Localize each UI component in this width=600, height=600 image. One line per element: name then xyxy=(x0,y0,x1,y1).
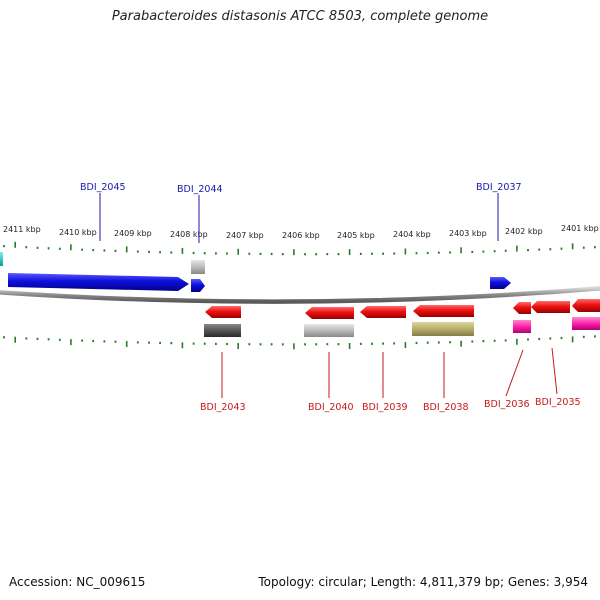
gene-bdi-2043-arrow[interactable] xyxy=(205,306,241,318)
tick-label: 2402 kbp xyxy=(505,227,543,236)
gene-label-bdi-2043[interactable]: BDI_2043 xyxy=(200,402,246,413)
feature-grey-rna[interactable] xyxy=(191,260,205,274)
tick-label: 2403 kbp xyxy=(449,229,487,238)
kbp-tick-labels: 2411 kbp 2410 kbp 2409 kbp 2408 kbp 2407… xyxy=(3,224,599,240)
gene-bdi-2038-arrow[interactable] xyxy=(413,305,474,317)
inner-tick-ring xyxy=(3,335,596,350)
feature-magenta-rna[interactable] xyxy=(513,320,531,333)
tick-label: 2405 kbp xyxy=(337,231,375,240)
feature-olive-rna[interactable] xyxy=(412,322,474,336)
tick-label: 2401 kbp xyxy=(561,224,599,233)
gene-next-arrow[interactable] xyxy=(572,299,600,312)
feature-grey-rna[interactable] xyxy=(304,324,354,337)
gene-bdi-2036-arrow[interactable] xyxy=(513,302,531,314)
forward-gene-labels: BDI_2045 BDI_2044 BDI_2037 xyxy=(80,182,522,195)
tick-label: 2411 kbp xyxy=(3,225,41,234)
gene-label-bdi-2045[interactable]: BDI_2045 xyxy=(80,182,126,193)
gene-label-bdi-2044[interactable]: BDI_2044 xyxy=(177,184,223,195)
reverse-features xyxy=(204,299,600,337)
gene-label-bdi-2039[interactable]: BDI_2039 xyxy=(362,402,408,413)
feature-cyan-edge[interactable] xyxy=(0,252,3,266)
gene-bdi-2035-arrow[interactable] xyxy=(531,301,570,313)
genome-backbone xyxy=(0,286,600,304)
tick-label: 2408 kbp xyxy=(170,230,208,239)
reverse-gene-labels: BDI_2043 BDI_2040 BDI_2039 BDI_2038 BDI_… xyxy=(200,397,581,413)
leader-lines xyxy=(99,193,558,398)
gene-bdi-2044-arrow[interactable] xyxy=(191,279,205,292)
gene-bdi-2037-arrow[interactable] xyxy=(490,277,511,289)
tick-label: 2410 kbp xyxy=(59,228,97,237)
forward-features xyxy=(0,252,511,292)
gene-label-bdi-2036[interactable]: BDI_2036 xyxy=(484,399,530,410)
gene-bdi-2040-arrow[interactable] xyxy=(305,307,354,319)
feature-dark-rna[interactable] xyxy=(204,324,241,337)
map-title: Parabacteroides distasonis ATCC 8503, co… xyxy=(111,9,489,24)
tick-label: 2404 kbp xyxy=(393,230,431,239)
gene-label-bdi-2035[interactable]: BDI_2035 xyxy=(535,397,581,408)
accession-text: Accession: NC_009615 xyxy=(9,575,146,589)
gene-label-bdi-2037[interactable]: BDI_2037 xyxy=(476,182,522,193)
gene-label-bdi-2038[interactable]: BDI_2038 xyxy=(423,402,469,413)
gene-bdi-2045-arrow[interactable] xyxy=(8,273,189,291)
gene-label-bdi-2040[interactable]: BDI_2040 xyxy=(308,402,354,413)
tick-label: 2407 kbp xyxy=(226,231,264,240)
genome-summary-text: Topology: circular; Length: 4,811,379 bp… xyxy=(258,575,588,589)
tick-label: 2406 kbp xyxy=(282,231,320,240)
tick-label: 2409 kbp xyxy=(114,229,152,238)
outer-tick-ring xyxy=(3,241,596,256)
feature-magenta-rna[interactable] xyxy=(572,317,600,330)
gene-bdi-2039-arrow[interactable] xyxy=(360,306,406,318)
